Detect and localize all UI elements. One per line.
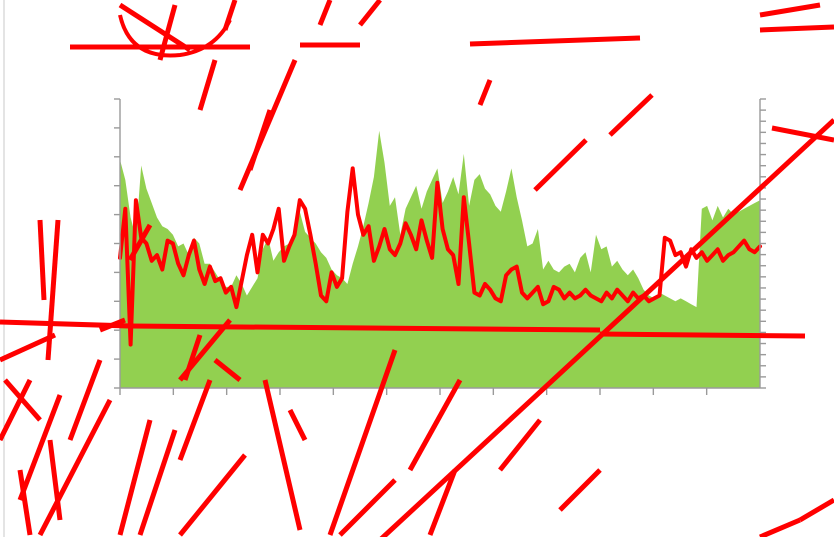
scribble-stroke: [477, 79, 493, 106]
scribble-stroke: [17, 469, 33, 536]
scribble-stroke: [127, 223, 153, 262]
scribble-stroke: [498, 418, 542, 472]
scribble-stroke: [759, 24, 834, 33]
scribble-stroke: [262, 379, 303, 531]
scribble-stroke: [0, 332, 57, 363]
scribble-stroke: [317, 0, 333, 26]
area-series: [120, 130, 760, 389]
scribble-stroke: [137, 429, 178, 536]
scribble-stroke: [37, 219, 47, 301]
scribble-stroke: [379, 118, 834, 537]
scribble-stroke: [17, 394, 63, 501]
scribble-stroke: [182, 334, 203, 381]
scribble-stroke: [771, 125, 834, 143]
scribble-stroke: [358, 0, 382, 27]
scribble-stroke: [157, 4, 178, 61]
scribble-stroke: [427, 469, 458, 536]
scribble-stroke: [608, 93, 654, 137]
scribble-stroke: [177, 379, 213, 461]
scribble-stroke: [117, 419, 153, 536]
scribble-stroke: [118, 2, 192, 53]
scribble-stroke: [287, 408, 308, 442]
scribble-stroke: [197, 59, 218, 111]
scribble-stroke: [407, 378, 463, 472]
line-series: [118, 166, 762, 347]
scribble-curve: [118, 14, 232, 58]
scribble-stroke: [327, 349, 398, 536]
scribble-stroke: [759, 2, 821, 18]
scribble-stroke: [0, 378, 33, 442]
scribble-stroke: [338, 478, 397, 537]
scribble-stroke: [599, 331, 806, 339]
scribble-stroke: [247, 109, 273, 171]
scribble-stroke: [759, 517, 801, 537]
scribble-stroke: [129, 323, 601, 333]
plot-area: [114, 98, 766, 395]
scribble-stroke: [798, 497, 834, 523]
scribble-stroke: [178, 453, 247, 537]
scribble-stroke: [469, 35, 641, 47]
scribble-stroke: [47, 439, 63, 521]
scribble-stroke: [533, 138, 588, 192]
scribble-stroke: [67, 359, 103, 441]
scribble-stroke: [213, 358, 242, 382]
scribble-stroke: [37, 398, 113, 537]
scribble-stroke: [99, 317, 126, 333]
scribble-stroke: [558, 468, 602, 512]
